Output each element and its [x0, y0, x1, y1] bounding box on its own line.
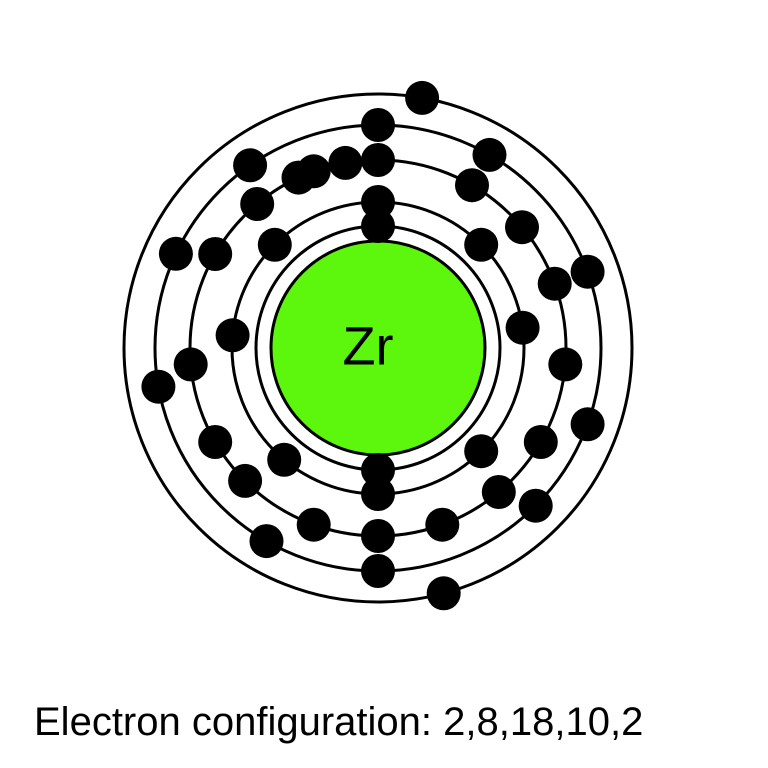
electron-shell-2: [215, 318, 250, 353]
caption-value: 2,8,18,10,2: [443, 700, 644, 744]
electron-configuration-caption: Electron configuration: 2,8,18,10,2: [34, 694, 643, 750]
electron-shell-2: [505, 310, 540, 345]
electron-shell-4: [570, 254, 605, 289]
electron-shell-3: [281, 160, 316, 195]
electron-shell-3: [425, 507, 460, 542]
electron-shell-3: [505, 210, 539, 245]
electron-shell-4: [570, 407, 605, 442]
electron-shell-3: [198, 237, 233, 271]
electron-shell-4: [472, 137, 507, 172]
caption-label: Electron configuration:: [34, 700, 433, 744]
electron-shell-4: [141, 369, 176, 404]
electron-shell-3: [455, 168, 489, 203]
electron-shell-5: [405, 80, 440, 115]
electron-shell-3: [361, 519, 395, 553]
electron-shell-3: [296, 507, 331, 542]
electron-shell-5: [426, 576, 461, 611]
electron-shell-4: [158, 236, 193, 271]
electron-shell-4: [361, 108, 395, 142]
electron-shell-3: [361, 143, 395, 177]
electron-shell-3: [173, 347, 208, 382]
electron-shell-2: [464, 227, 499, 262]
electron-shell-3: [328, 145, 363, 180]
electron-shell-3: [228, 463, 263, 498]
electron-shell-3: [198, 425, 233, 459]
electron-shell-3: [481, 475, 516, 509]
electron-shell-1: [361, 209, 395, 243]
electron-shell-2: [361, 185, 395, 219]
electron-shell-2: [267, 442, 302, 477]
electron-shell-3: [537, 266, 572, 301]
electron-shell-2: [464, 434, 499, 469]
electron-shell-2: [361, 477, 395, 511]
shell-5-ring: [122, 92, 634, 604]
electrons: [141, 80, 605, 611]
electron-shell-2: [257, 227, 292, 262]
nucleus-symbol: Zr: [343, 316, 394, 376]
electron-shell-3: [548, 347, 583, 382]
electron-shell-4: [361, 554, 395, 588]
electron-shell-3: [523, 425, 558, 459]
electron-shell-4: [233, 148, 268, 183]
electron-shell-1: [361, 453, 395, 487]
electron-shell-4: [249, 524, 284, 559]
electron-shell-3: [240, 187, 275, 221]
electron-shell-4: [518, 488, 553, 523]
